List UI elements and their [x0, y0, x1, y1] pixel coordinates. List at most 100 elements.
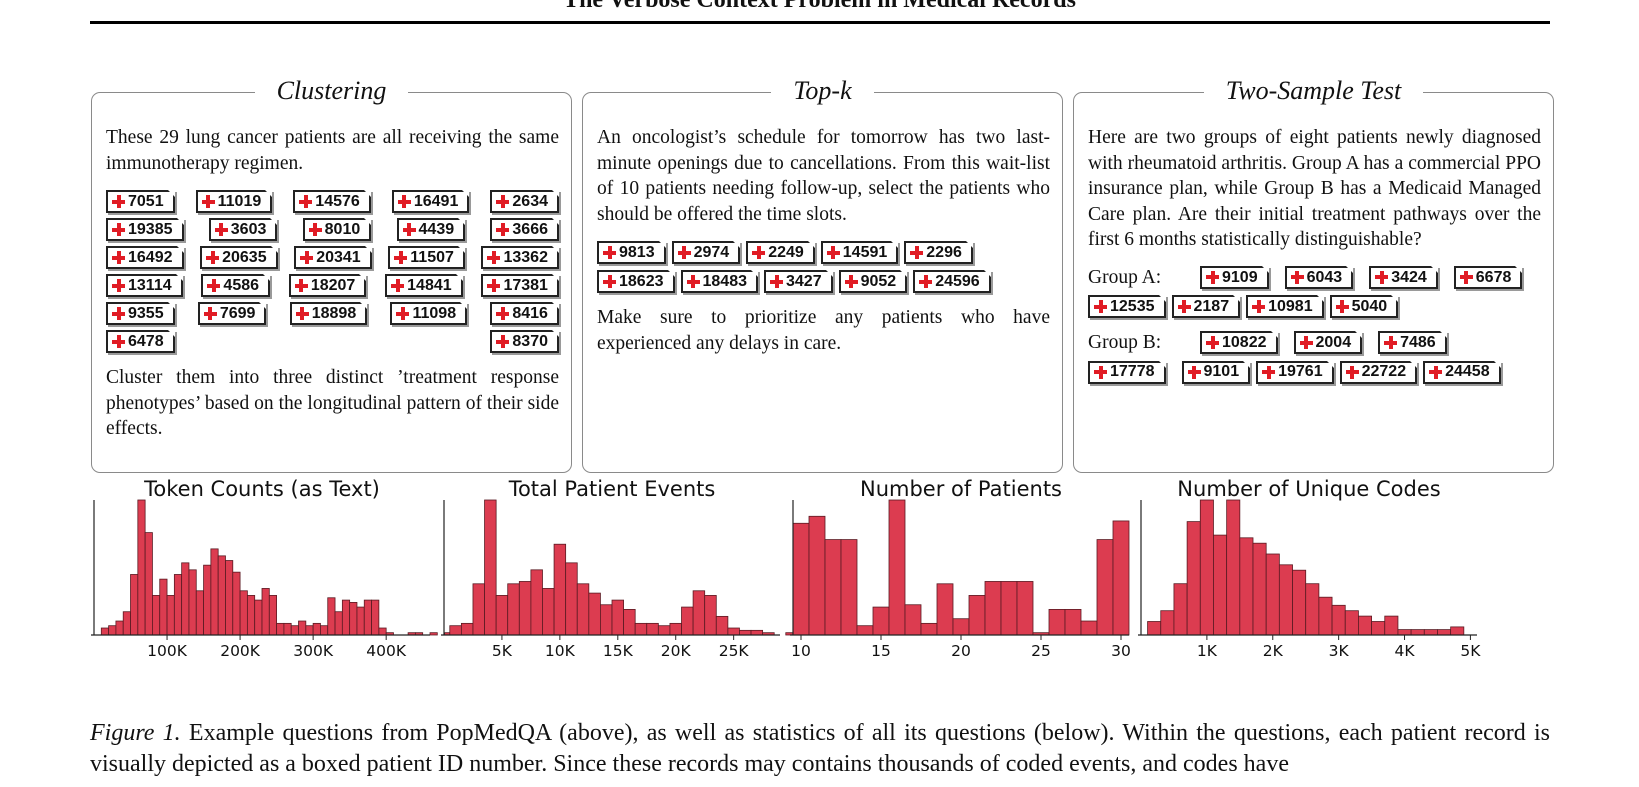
- histogram-bar: [210, 548, 219, 636]
- histogram-bar: [195, 590, 204, 636]
- patient-record: 8370: [490, 330, 559, 353]
- medical-cross-icon: [487, 279, 501, 292]
- patient-id: 18623: [619, 272, 664, 290]
- histogram-bar: [261, 588, 270, 636]
- histogram-bar: [334, 611, 343, 636]
- medical-cross-icon: [112, 307, 125, 320]
- histogram-bar: [1064, 609, 1082, 636]
- histogram-bar: [1252, 542, 1267, 636]
- x-tick-label: 30: [1111, 642, 1131, 660]
- histogram-bar: [1096, 539, 1114, 636]
- patient-id: 9355: [128, 304, 164, 322]
- histogram-bar: [356, 606, 365, 636]
- x-tick-label: 4K: [1395, 642, 1416, 660]
- histogram-bar: [808, 515, 826, 636]
- patient-id: 10981: [1268, 297, 1313, 315]
- chart-title: Total Patient Events: [508, 477, 716, 501]
- patient-record: 3427: [764, 270, 833, 293]
- histogram-bar: [1358, 615, 1372, 636]
- patient-id: 11019: [217, 192, 262, 210]
- clustering-title: Clustering: [254, 76, 409, 105]
- medical-cross-icon: [112, 335, 125, 348]
- histogram-bar: [181, 562, 190, 636]
- histogram-1: Token Counts (as Text) 100K 200K 300K 400K: [91, 477, 453, 660]
- patient-id: 4586: [223, 276, 260, 294]
- patient-record: 20635: [200, 246, 278, 269]
- chart-title: Number of Unique Codes: [1177, 477, 1440, 501]
- histogram-bar: [576, 583, 590, 636]
- x-tick-label: 100K: [147, 642, 188, 660]
- medical-cross-icon: [1384, 336, 1398, 350]
- patient-record: 20341: [294, 246, 372, 269]
- patient-id: 14591: [842, 243, 888, 261]
- histogram-bar: [312, 622, 321, 636]
- patient-id: 18898: [311, 304, 357, 322]
- patient-id: 7699: [219, 304, 256, 322]
- patient-record: 16491: [391, 190, 470, 213]
- patient-record: 9052: [838, 270, 908, 293]
- group-b-label: Group B:: [1088, 332, 1162, 353]
- x-tick-label: 20K: [661, 642, 692, 660]
- patient-id: 6478: [128, 332, 164, 350]
- patient-record: 18207: [288, 274, 367, 297]
- x-tick-label: 10: [791, 642, 811, 660]
- patient-record: 22722: [1339, 360, 1418, 384]
- histogram-bar: [100, 627, 110, 636]
- patient-id: 18483: [702, 272, 748, 290]
- patient-record: 2249: [746, 241, 815, 264]
- medical-cross-icon: [201, 195, 215, 208]
- patient-id: 16492: [128, 248, 173, 266]
- patient-id: 8370: [512, 332, 548, 350]
- patient-id: 9101: [1203, 363, 1240, 381]
- patient-record: 18898: [289, 302, 368, 325]
- medical-cross-icon: [487, 251, 501, 264]
- patient-id: 24458: [1445, 363, 1490, 381]
- patient-record: 4439: [396, 218, 466, 241]
- patient-id: 24596: [935, 272, 980, 290]
- histogram-bar: [144, 532, 153, 636]
- patient-id: 2004: [1315, 334, 1352, 351]
- caption-text: Example questions from PopMedQA (above),…: [90, 720, 1550, 777]
- histogram-bar: [952, 618, 970, 636]
- medical-cross-icon: [919, 275, 933, 288]
- medical-cross-icon: [1299, 336, 1313, 350]
- histogram-bar: [298, 620, 307, 636]
- x-tick-label: 2K: [1263, 642, 1284, 660]
- patient-id: 6043: [1306, 268, 1343, 286]
- patient-id: 18207: [310, 276, 356, 294]
- medical-cross-icon: [294, 279, 308, 292]
- group-a-records: Group A: 9109 6043 3424 6678 12535 2187 10981 5…: [1088, 265, 1541, 318]
- patient-id: 20635: [222, 248, 267, 266]
- patient-id: 2974: [693, 243, 730, 261]
- medical-cross-icon: [603, 275, 616, 288]
- medical-cross-icon: [1290, 270, 1304, 284]
- histogram-bar: [225, 560, 234, 636]
- histogram-bar: [1173, 583, 1188, 636]
- medical-cross-icon: [394, 251, 408, 264]
- medical-cross-icon: [308, 223, 322, 236]
- patient-id: 2187: [1193, 297, 1230, 315]
- patient-id: 17778: [1110, 363, 1155, 381]
- histogram-bar: [856, 625, 874, 636]
- histogram-bar: [681, 606, 694, 636]
- histogram-bar: [646, 622, 659, 636]
- medical-cross-icon: [1094, 365, 1107, 379]
- histogram-bar: [1278, 564, 1293, 636]
- histogram-bar: [327, 597, 336, 636]
- medical-cross-icon: [1262, 365, 1276, 379]
- patient-id: 11507: [410, 248, 454, 266]
- group-b-records: Group B: 10822 2004 7486 17778 9101 19761 2272…: [1088, 330, 1541, 384]
- histogram-bar: [232, 571, 241, 636]
- patient-record: 2296: [904, 241, 973, 264]
- patient-id: 2296: [926, 243, 962, 261]
- histogram-bar: [1371, 621, 1386, 636]
- histogram-bar: [1450, 626, 1465, 636]
- patient-record: 7699: [197, 302, 267, 325]
- medical-cross-icon: [496, 335, 510, 348]
- medical-cross-icon: [910, 246, 924, 259]
- x-tick-label: 10K: [545, 642, 576, 660]
- x-tick-label: 3K: [1329, 642, 1350, 660]
- histogram-bar: [739, 629, 752, 636]
- patient-id: 2634: [512, 192, 548, 210]
- x-tick-label: 300K: [293, 642, 334, 660]
